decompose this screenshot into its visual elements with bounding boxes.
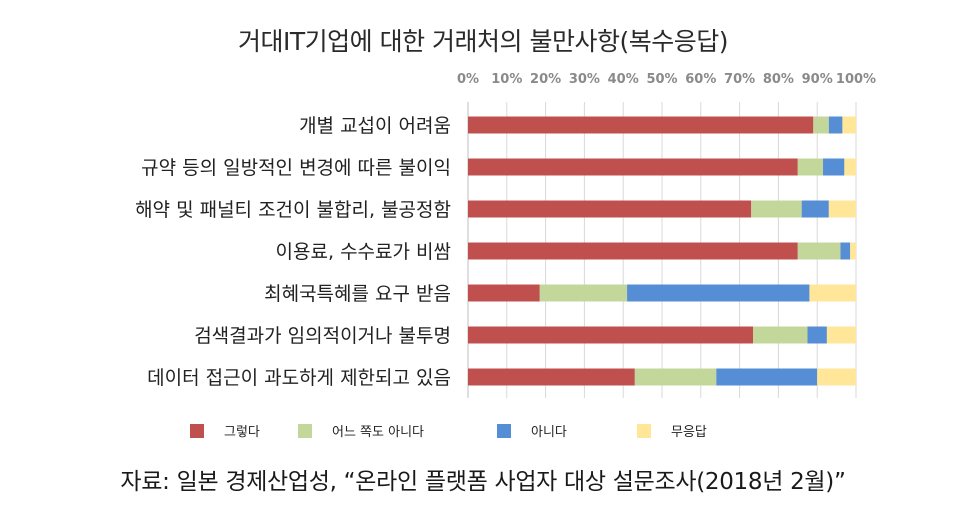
bar-segment-2 [797,158,824,176]
x-tick-label: 70% [724,72,755,87]
x-tick-label: 0% [457,72,479,87]
x-tick-label: 40% [608,72,639,87]
bar-segment-1 [468,116,814,134]
x-tick-label: 100% [836,72,876,87]
x-tick-label: 20% [530,72,561,87]
bar-segment-4 [809,284,856,302]
chart-title: 거대IT기업에 대한 거래처의 불만사항(복수응답) [238,27,729,56]
category-label: 최혜국특혜를 요구 받음 [264,283,451,305]
legend-label: 아니다 [531,425,567,440]
legend-label: 어느 쪽도 아니다 [332,425,424,440]
bar-segment-1 [468,158,798,176]
source-note: 자료: 일본 경제산업성, “온라인 플랫폼 사업자 대상 설문조사(2018년… [120,469,846,495]
bar-segment-2 [753,326,808,344]
x-tick-label: 80% [763,72,794,87]
bar-segment-2 [813,116,829,134]
legend-label: 무응답 [671,425,707,440]
bar-segment-4 [817,368,856,386]
legend-swatch [637,424,651,438]
bar-segment-4 [842,116,856,134]
category-label: 검색결과가 임의적이거나 불투명 [194,325,451,347]
bar-segment-3 [807,326,827,344]
bar-segment-3 [823,158,845,176]
category-label: 개별 교섭이 어려움 [299,115,451,137]
bar-segment-3 [828,116,843,134]
legend-swatch [190,424,204,438]
bar-segment-3 [801,200,829,218]
bar-segment-4 [828,200,856,218]
x-tick-label: 10% [491,72,522,87]
bar-segment-4 [826,326,856,344]
x-tick-label: 50% [646,72,677,87]
bar-segment-2 [751,200,802,218]
category-label: 데이터 접근이 과도하게 제한되고 있음 [147,367,451,389]
x-axis-ticks: 0% 10% 20% 30% 40% 50% 60% 70% 80% 90% 100% [457,72,876,87]
category-label: 이용료, 수수료가 비쌈 [276,241,451,263]
bar-segment-2 [797,242,841,260]
x-tick-label: 60% [685,72,716,87]
bar-segment-1 [468,200,752,218]
x-tick-label: 90% [802,72,833,87]
bar-segment-1 [468,242,798,260]
bar-segment-4 [844,158,856,176]
bar-segment-4 [850,242,856,260]
legend-label: 그렇다 [224,425,260,440]
legend-swatch [298,424,312,438]
bar-segment-3 [716,368,818,386]
bar-segment-2 [539,284,628,302]
category-label: 규약 등의 일방적인 변경에 따른 불이익 [141,157,451,179]
category-label: 해약 및 패널티 조건이 불합리, 불공정함 [135,199,451,221]
legend-swatch [497,424,511,438]
bar-segment-1 [468,368,635,386]
bar-segment-1 [468,326,754,344]
bar-segment-2 [634,368,717,386]
bars [468,116,856,386]
bar-segment-3 [840,242,851,260]
x-tick-label: 30% [569,72,600,87]
bar-segment-1 [468,284,540,302]
bar-segment-3 [627,284,810,302]
legend: 그렇다 어느 쪽도 아니다 아니다 무응답 [190,424,707,440]
